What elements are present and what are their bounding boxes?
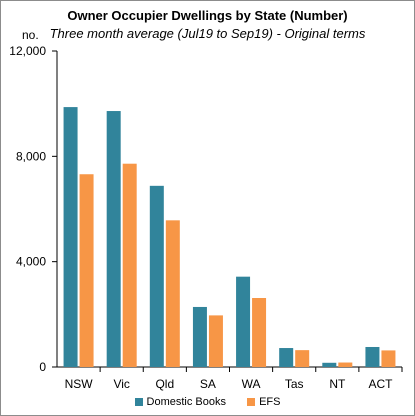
x-tick-label: NSW	[65, 377, 94, 391]
bar-efs-sa	[208, 315, 223, 367]
y-axis-unit-label: no.	[22, 28, 39, 42]
bar-efs-wa	[252, 298, 267, 367]
bar-domestic-books-vic	[106, 111, 121, 367]
bar-domestic-books-sa	[192, 306, 207, 367]
legend-label-efs: EFS	[259, 396, 281, 408]
y-tick-label: 0	[39, 360, 46, 374]
bar-efs-nsw	[79, 174, 94, 367]
x-tick-label: ACT	[368, 377, 393, 391]
bar-domestic-books-wa	[236, 276, 251, 367]
y-tick-label: 8,000	[16, 149, 46, 163]
chart-title: Owner Occupier Dwellings by State (Numbe…	[67, 8, 348, 23]
y-tick-label: 12,000	[9, 44, 46, 58]
x-tick-label: NT	[329, 377, 346, 391]
x-tick-label: Tas	[285, 377, 304, 391]
legend-swatch-domestic-books	[134, 398, 143, 406]
bar-efs-vic	[122, 163, 137, 367]
bar-domestic-books-act	[365, 346, 380, 367]
x-tick-label: WA	[242, 377, 261, 391]
bar-efs-tas	[295, 350, 310, 367]
legend-item-efs: EFS	[247, 396, 280, 408]
chart-subtitle: Three month average (Jul19 to Sep19) - O…	[49, 26, 366, 41]
bar-efs-nt	[338, 362, 353, 367]
x-tick-label: Vic	[113, 377, 129, 391]
legend-item-domestic-books: Domestic Books	[134, 396, 226, 408]
legend: Domestic Books EFS	[0, 396, 415, 409]
bar-domestic-books-nsw	[63, 107, 78, 367]
legend-swatch-efs	[247, 398, 256, 406]
legend-label-domestic-books: Domestic Books	[146, 396, 226, 408]
bar-domestic-books-qld	[149, 185, 164, 367]
bar-domestic-books-tas	[279, 348, 294, 367]
bar-efs-act	[381, 350, 396, 367]
bar-domestic-books-nt	[322, 362, 337, 367]
x-tick-label: SA	[200, 377, 216, 391]
x-tick-label: Qld	[155, 377, 174, 391]
bar-efs-qld	[165, 220, 180, 367]
y-tick-label: 4,000	[16, 255, 46, 269]
